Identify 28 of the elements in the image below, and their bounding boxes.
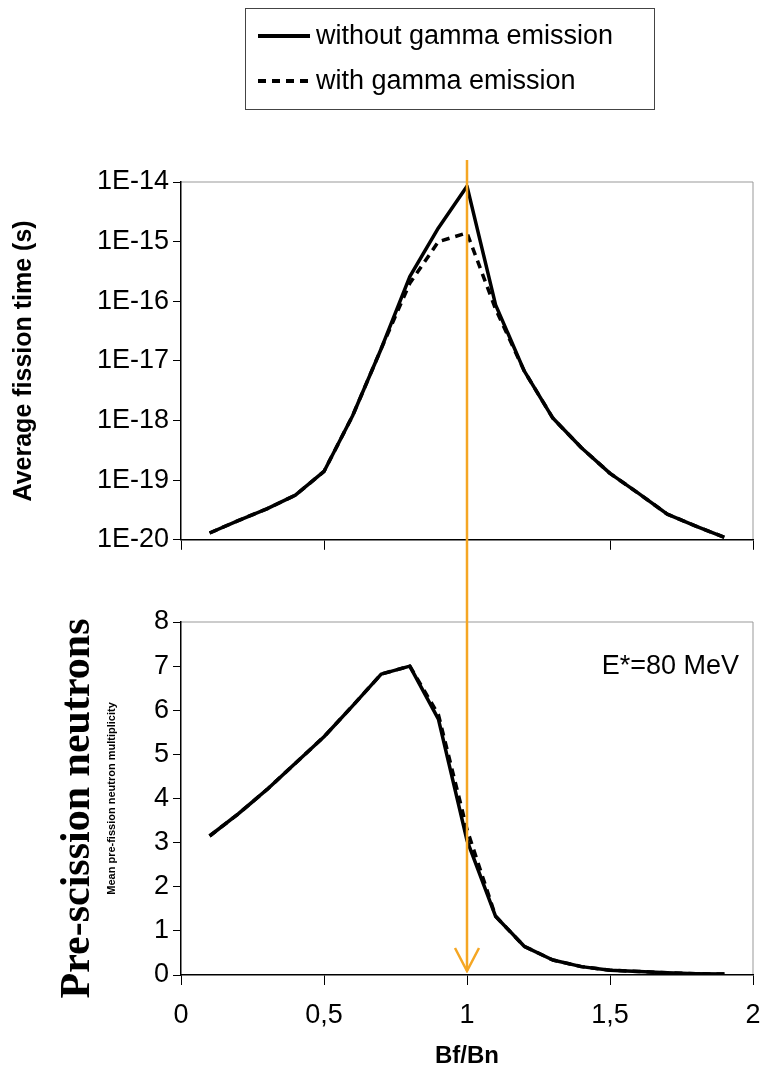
y-axis-title: Average fission time (s): [7, 220, 36, 502]
y-tick-label: 1E-20: [96, 523, 169, 554]
text: Pre-scission neutrons: [51, 618, 98, 999]
y-tick-label: 1E-17: [96, 344, 169, 375]
legend-label: with gamma emission: [316, 65, 576, 96]
y-axis-title: Mean pre-fission neutron multiplicity: [104, 701, 117, 895]
x-tick-label: 0,5: [305, 998, 343, 1029]
y-tick-label: 1E-15: [96, 225, 169, 256]
y-tick-label: 7: [153, 649, 169, 680]
x-tick-label: 0: [173, 998, 189, 1029]
y-tick-label: 1E-14: [96, 165, 169, 196]
y-tick-label: 4: [153, 781, 169, 812]
legend-label: without gamma emission: [316, 20, 614, 51]
y-tick-label: 8: [153, 605, 169, 636]
x-tick-label: 1,5: [591, 998, 629, 1029]
y-tick-label: 5: [153, 737, 169, 768]
y-tick-label: 6: [153, 693, 169, 724]
y-tick-label: 2: [153, 870, 169, 901]
y-tick-label: 1E-18: [96, 403, 169, 434]
x-tick-label: 2: [745, 998, 761, 1029]
y-tick-label: 1E-19: [96, 463, 169, 494]
y-tick-label: 3: [153, 826, 169, 857]
x-axis-title: Bf/Bn: [435, 1041, 499, 1069]
annotation: E*=80 MeV: [601, 650, 739, 681]
x-tick-label: 1: [459, 998, 475, 1029]
y-tick-label: 0: [153, 958, 169, 989]
y-tick-label: 1: [153, 914, 169, 945]
y-tick-label: 1E-16: [96, 284, 169, 315]
